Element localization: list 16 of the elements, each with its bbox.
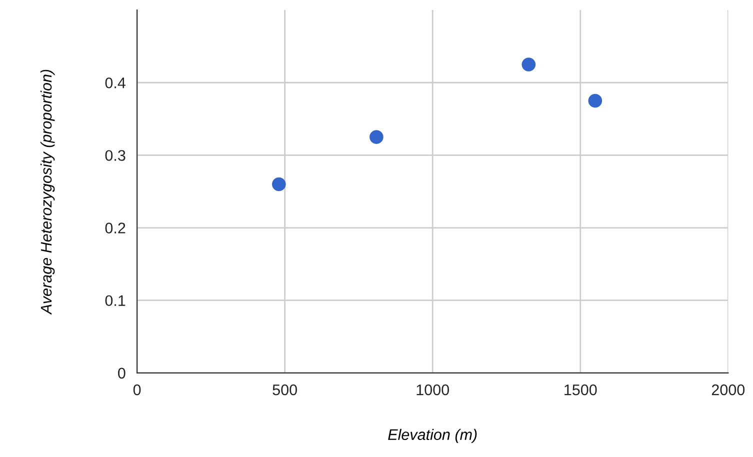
point: [522, 58, 536, 72]
x-tick-label: 500: [272, 384, 297, 396]
y-tick-label: 0.3: [105, 150, 126, 161]
y-tick-label: 0.2: [105, 222, 126, 234]
y-tick-label: 0: [118, 368, 126, 379]
point: [272, 177, 286, 192]
x-tick-label: 2000: [712, 384, 745, 396]
y-tick-label: 0.1: [105, 295, 126, 306]
point: [370, 130, 384, 144]
point: [588, 94, 602, 108]
x-axis-title: Elevation (m): [388, 428, 477, 444]
y-tick-label: 0.4: [105, 77, 126, 88]
x-tick-label: 0: [133, 384, 141, 396]
y-axis-title: Average Heterozygosity (proportion): [40, 70, 55, 315]
x-tick-label: 1000: [416, 384, 449, 396]
x-tick-label: 1500: [564, 384, 597, 396]
